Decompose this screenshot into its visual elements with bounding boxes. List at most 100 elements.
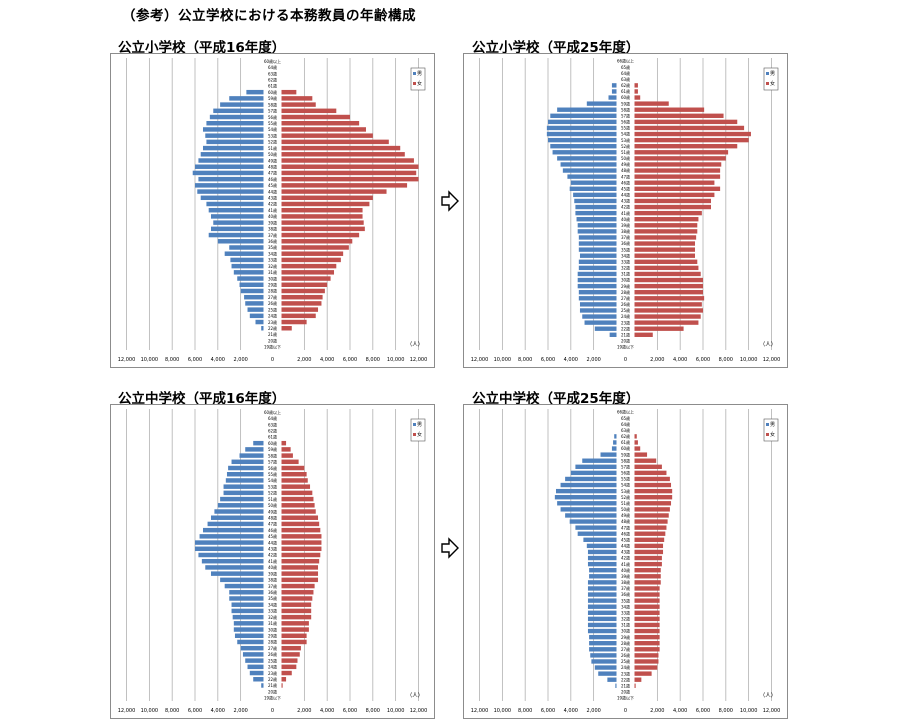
bar-female (634, 495, 673, 500)
bar-male (578, 259, 617, 264)
bar-female (281, 590, 314, 595)
bar-male (230, 257, 264, 263)
x-tick-label: 12,000 (471, 708, 489, 714)
age-label: 56歳 (268, 114, 277, 120)
bar-male (240, 645, 264, 651)
bar-male (239, 282, 264, 288)
bar-female (634, 223, 698, 228)
x-tick-label: 2,000 (234, 357, 248, 363)
age-label: 25歳 (268, 657, 277, 663)
age-label: 58歳 (268, 101, 277, 107)
bar-female (281, 282, 328, 288)
bar-female (634, 229, 698, 234)
bar-female (634, 192, 715, 198)
x-tick-label: 10,000 (141, 357, 159, 363)
bar-female (634, 580, 661, 585)
bar-female (634, 290, 703, 295)
age-label: 60歳 (268, 440, 277, 446)
x-tick-label: 6,000 (541, 708, 555, 714)
age-label: 64歳 (268, 64, 277, 70)
x-tick-label: 4,000 (564, 708, 578, 714)
bar-female (634, 150, 729, 155)
bar-female (634, 271, 701, 277)
age-label: 40歳 (621, 567, 630, 573)
bar-female (281, 453, 293, 458)
age-label: 50歳 (621, 506, 630, 512)
bar-female (281, 521, 320, 527)
age-label: 42歳 (621, 204, 630, 210)
x-tick-label: 10,000 (494, 708, 512, 714)
age-label: 29歳 (621, 634, 630, 640)
bar-female (634, 265, 699, 271)
age-label: 30歳 (621, 277, 630, 283)
age-label: 54歳 (621, 482, 630, 488)
age-label: 49歳 (268, 157, 277, 163)
age-label: 30歳 (268, 275, 277, 281)
x-tick-label: 0 (271, 708, 274, 714)
bar-male (206, 201, 264, 207)
age-label: 21歳 (268, 331, 277, 337)
age-label: 32歳 (268, 614, 277, 620)
age-label: 48歳 (268, 163, 277, 169)
x-tick-label: 4,000 (673, 708, 687, 714)
bar-male (560, 507, 617, 512)
age-label: 47歳 (268, 521, 277, 527)
bar-male (575, 204, 617, 210)
bar-female (634, 107, 705, 112)
age-label: 39歳 (621, 222, 630, 228)
bar-male (239, 453, 264, 458)
bar-female (634, 101, 669, 106)
bar-male (195, 540, 264, 545)
age-label: 50歳 (621, 155, 630, 161)
age-label: 33歳 (621, 609, 630, 615)
bar-male (202, 145, 264, 151)
bar-male (582, 314, 617, 319)
age-label: 63歳 (268, 421, 277, 427)
age-label: 21歳 (268, 682, 277, 688)
age-label: 62歳 (621, 82, 630, 88)
bar-male (261, 683, 264, 688)
bar-female (634, 568, 661, 573)
age-label: 24歳 (268, 313, 277, 319)
age-label: 36歳 (621, 240, 630, 246)
bar-female (281, 490, 313, 496)
bar-female (281, 189, 387, 194)
bar-female (281, 596, 313, 601)
bar-male (208, 207, 264, 213)
age-label: 35歳 (268, 595, 277, 601)
age-label: 31歳 (268, 269, 277, 275)
age-label: 37歳 (268, 583, 277, 589)
legend-label-female: 女 (417, 80, 422, 87)
age-label: 57歳 (621, 463, 630, 469)
age-label: 31歳 (268, 620, 277, 626)
bar-male (205, 133, 264, 138)
age-label: 59歳 (268, 95, 277, 101)
age-label: 31歳 (621, 622, 630, 628)
age-label: 28歳 (621, 640, 630, 646)
unit-label: （人） (407, 692, 424, 699)
bar-female (281, 145, 401, 151)
x-tick-label: 10,000 (494, 357, 512, 363)
bar-male (557, 107, 617, 112)
age-label: 24歳 (268, 664, 277, 670)
bar-female (281, 478, 308, 483)
bar-male (577, 531, 617, 536)
bar-male (255, 319, 264, 325)
bar-male (578, 290, 617, 295)
age-label: 58歳 (268, 452, 277, 458)
age-label: 35歳 (621, 246, 630, 252)
x-tick-label: 4,000 (673, 357, 687, 363)
age-label: 26歳 (268, 651, 277, 657)
chart-3-frame: 12,000 10,000 8,000 6,000 4,000 2,000 0 2,000 4,… (110, 404, 435, 719)
bar-male (590, 653, 617, 658)
bar-male (246, 89, 264, 95)
x-tick-label: 10,000 (387, 357, 405, 363)
age-label: 36歳 (268, 589, 277, 595)
age-label: 27歳 (621, 646, 630, 652)
bar-female (281, 534, 322, 539)
bar-male (200, 195, 264, 201)
age-label: 22歳 (621, 676, 630, 682)
age-label: 25歳 (621, 658, 630, 664)
bar-male (210, 515, 264, 520)
age-label: 54歳 (268, 126, 277, 132)
